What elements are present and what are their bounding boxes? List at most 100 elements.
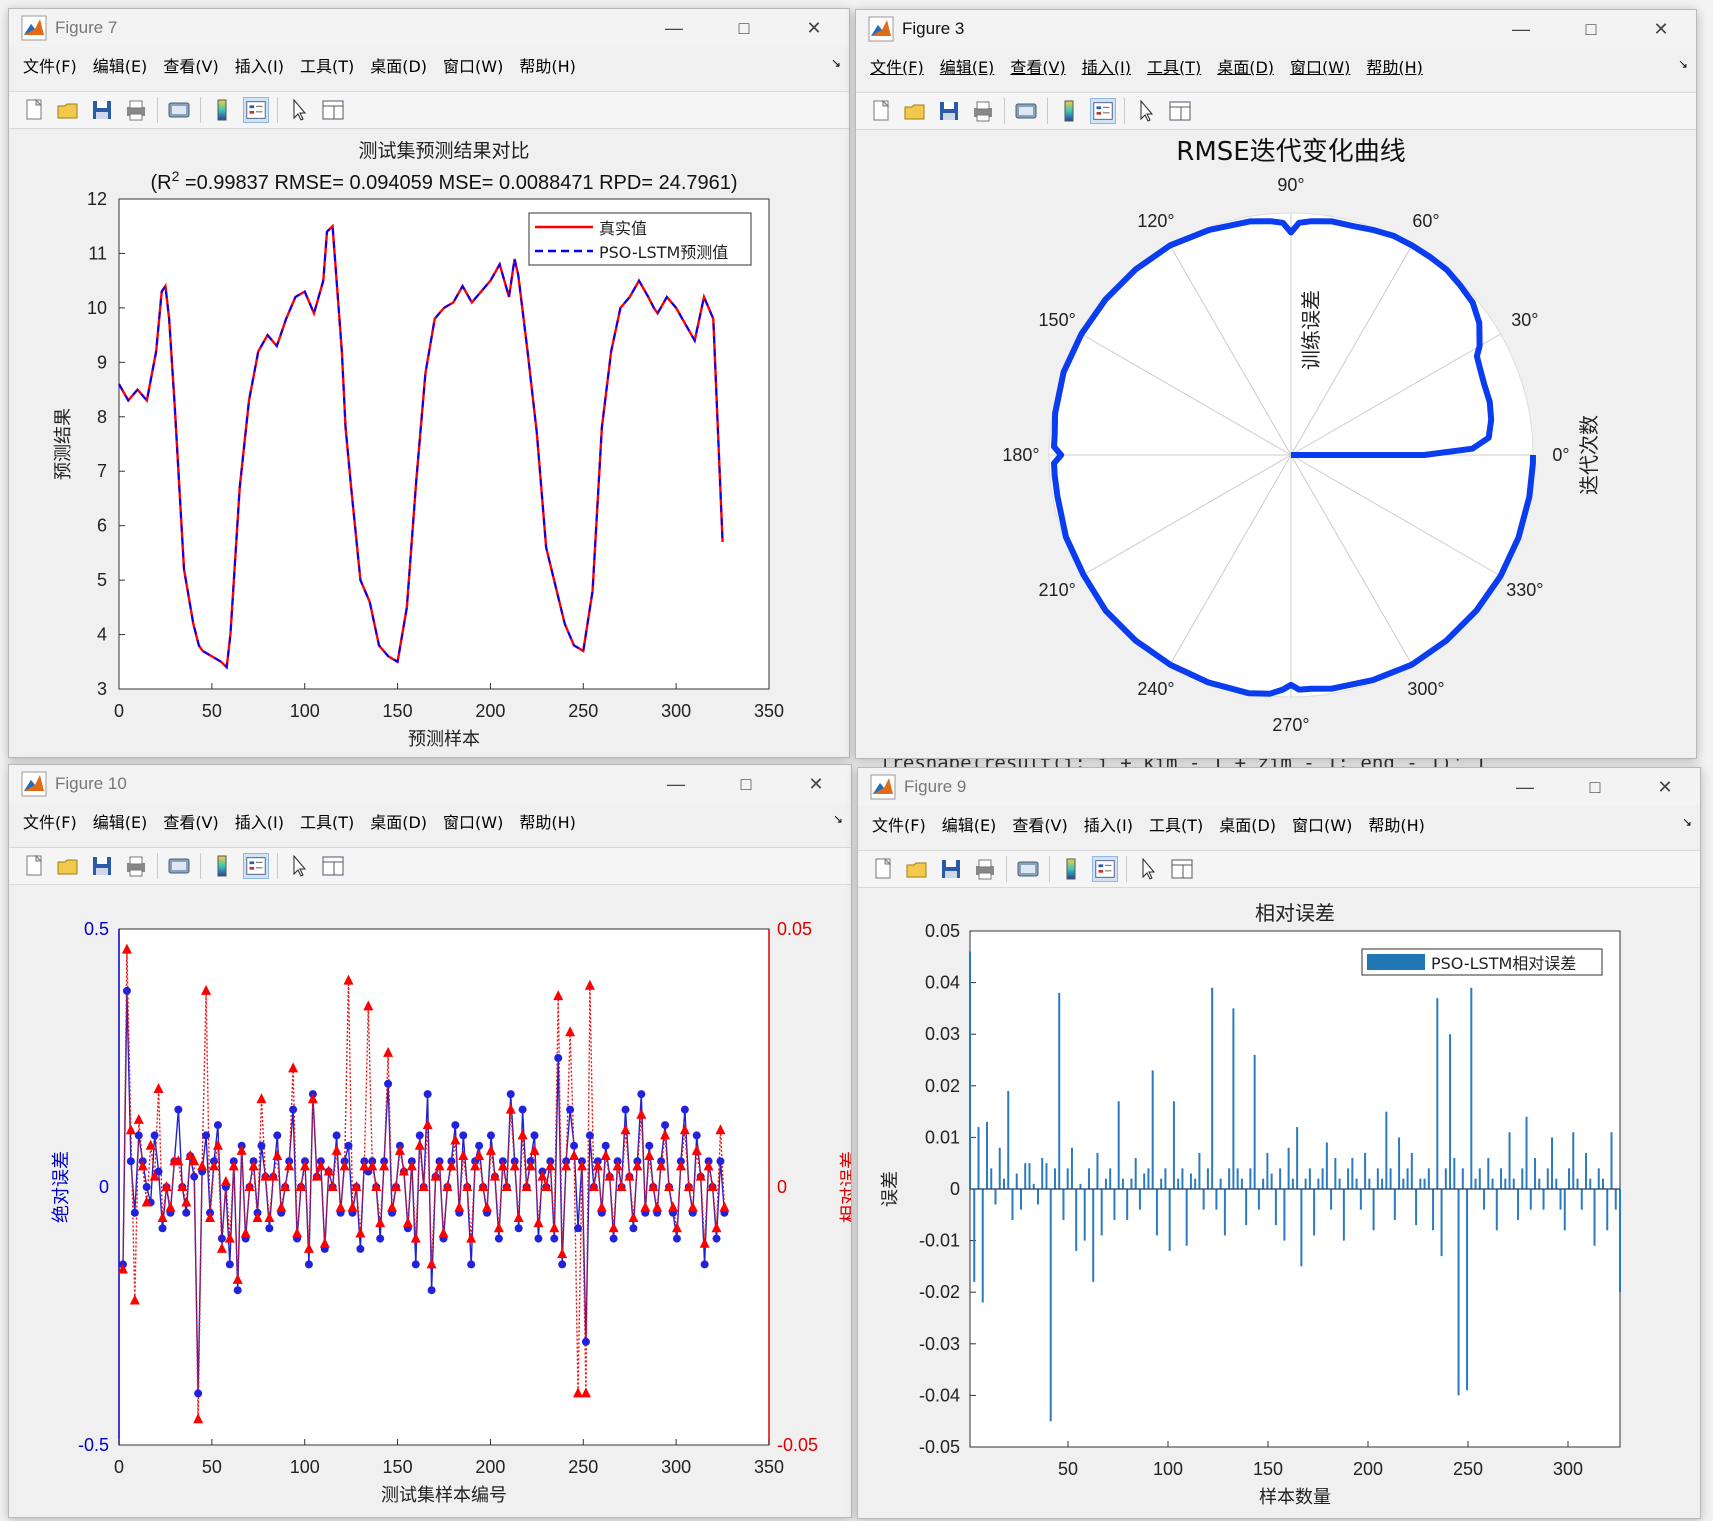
print-icon[interactable] bbox=[972, 856, 998, 882]
link-plot-icon[interactable] bbox=[166, 97, 192, 123]
open-file-icon[interactable] bbox=[904, 856, 930, 882]
dock-arrow-icon[interactable]: ↘ bbox=[830, 56, 841, 70]
menu-edit[interactable]: 编辑(E) bbox=[92, 813, 148, 832]
menu-edit[interactable]: 编辑(E) bbox=[92, 57, 148, 76]
title-bar[interactable]: Figure 3 — □ ✕ bbox=[856, 10, 1696, 48]
figure-window-3[interactable]: Figure 3 — □ ✕ 文件(F) 编辑(E) 查看(V) 插入(I) 工… bbox=[855, 9, 1697, 759]
minimize-button[interactable]: — bbox=[667, 773, 685, 794]
menu-help[interactable]: 帮助(H) bbox=[519, 57, 576, 76]
menu-insert[interactable]: 插入(I) bbox=[234, 813, 284, 832]
save-icon[interactable] bbox=[89, 97, 115, 123]
menu-file[interactable]: 文件(F) bbox=[23, 813, 77, 832]
menu-help[interactable]: 帮助(H) bbox=[1368, 816, 1425, 835]
menu-edit[interactable]: 编辑(E) bbox=[941, 816, 997, 835]
menu-window[interactable]: 窗口(W) bbox=[443, 57, 504, 76]
property-inspector-icon[interactable] bbox=[1169, 856, 1195, 882]
figure-window-10[interactable]: Figure 10 — □ ✕ 文件(F) 编辑(E) 查看(V) 插入(I) … bbox=[8, 764, 852, 1518]
abs-error-point bbox=[411, 1260, 420, 1269]
menu-insert[interactable]: 插入(I) bbox=[234, 57, 284, 76]
legend-icon[interactable] bbox=[243, 853, 269, 879]
menu-tools[interactable]: 工具(T) bbox=[1146, 58, 1202, 77]
menu-view[interactable]: 查看(V) bbox=[1012, 816, 1068, 835]
legend-icon[interactable] bbox=[1092, 856, 1118, 882]
new-figure-icon[interactable] bbox=[868, 98, 894, 124]
maximize-button[interactable]: □ bbox=[740, 773, 752, 794]
property-inspector-icon[interactable] bbox=[1167, 98, 1193, 124]
angle-tick-label: 270° bbox=[1272, 715, 1309, 735]
close-button[interactable]: ✕ bbox=[806, 17, 822, 38]
new-figure-icon[interactable] bbox=[870, 856, 896, 882]
dock-arrow-icon[interactable]: ↘ bbox=[832, 812, 843, 826]
minimize-button[interactable]: — bbox=[665, 17, 683, 38]
legend-icon[interactable] bbox=[1090, 98, 1116, 124]
link-plot-icon[interactable] bbox=[166, 853, 192, 879]
pointer-icon[interactable] bbox=[286, 853, 312, 879]
open-file-icon[interactable] bbox=[55, 853, 81, 879]
abs-error-point bbox=[712, 1234, 721, 1243]
open-file-icon[interactable] bbox=[55, 97, 81, 123]
maximize-button[interactable]: □ bbox=[1589, 776, 1601, 797]
title-bar[interactable]: Figure 10 — □ ✕ bbox=[9, 765, 851, 803]
colorbar-icon[interactable] bbox=[209, 853, 235, 879]
figure-window-7[interactable]: Figure 7 — □ ✕ 文件(F) 编辑(E) 查看(V) 插入(I) 工… bbox=[8, 8, 850, 758]
dock-arrow-icon[interactable]: ↘ bbox=[1681, 815, 1692, 829]
menu-desktop[interactable]: 桌面(D) bbox=[370, 813, 428, 832]
menu-edit[interactable]: 编辑(E) bbox=[939, 58, 995, 77]
menu-view[interactable]: 查看(V) bbox=[163, 813, 219, 832]
menu-view[interactable]: 查看(V) bbox=[1010, 58, 1066, 77]
print-icon[interactable] bbox=[123, 853, 149, 879]
link-plot-icon[interactable] bbox=[1013, 98, 1039, 124]
colorbar-icon[interactable] bbox=[1056, 98, 1082, 124]
save-icon[interactable] bbox=[936, 98, 962, 124]
link-plot-icon[interactable] bbox=[1015, 856, 1041, 882]
menu-desktop[interactable]: 桌面(D) bbox=[370, 57, 428, 76]
print-icon[interactable] bbox=[123, 97, 149, 123]
rel-error-point bbox=[462, 1181, 473, 1191]
menu-help[interactable]: 帮助(H) bbox=[519, 813, 576, 832]
print-icon[interactable] bbox=[970, 98, 996, 124]
pointer-icon[interactable] bbox=[286, 97, 312, 123]
menu-insert[interactable]: 插入(I) bbox=[1081, 58, 1131, 77]
maximize-button[interactable]: □ bbox=[738, 17, 750, 38]
minimize-button[interactable]: — bbox=[1516, 776, 1534, 797]
minimize-button[interactable]: — bbox=[1512, 18, 1530, 39]
maximize-button[interactable]: □ bbox=[1585, 18, 1597, 39]
menu-help[interactable]: 帮助(H) bbox=[1366, 58, 1423, 77]
open-file-icon[interactable] bbox=[902, 98, 928, 124]
new-figure-icon[interactable] bbox=[21, 853, 47, 879]
property-inspector-icon[interactable] bbox=[320, 97, 346, 123]
close-button[interactable]: ✕ bbox=[1657, 776, 1673, 797]
menu-insert[interactable]: 插入(I) bbox=[1083, 816, 1133, 835]
new-figure-icon[interactable] bbox=[21, 97, 47, 123]
title-bar[interactable]: Figure 7 — □ ✕ bbox=[9, 9, 849, 47]
property-inspector-icon[interactable] bbox=[320, 853, 346, 879]
menu-tools[interactable]: 工具(T) bbox=[1148, 816, 1204, 835]
save-icon[interactable] bbox=[938, 856, 964, 882]
menu-tools[interactable]: 工具(T) bbox=[299, 57, 355, 76]
menu-window[interactable]: 窗口(W) bbox=[443, 813, 504, 832]
right-y-tick-label: 0 bbox=[777, 1177, 787, 1197]
menu-desktop[interactable]: 桌面(D) bbox=[1217, 58, 1275, 77]
pointer-icon[interactable] bbox=[1133, 98, 1159, 124]
menu-window[interactable]: 窗口(W) bbox=[1290, 58, 1351, 77]
menu-file[interactable]: 文件(F) bbox=[870, 58, 924, 77]
menu-tools[interactable]: 工具(T) bbox=[299, 813, 355, 832]
figure-window-9[interactable]: Figure 9 — □ ✕ 文件(F) 编辑(E) 查看(V) 插入(I) 工… bbox=[857, 767, 1701, 1519]
pointer-icon[interactable] bbox=[1135, 856, 1161, 882]
y-tick-label: 0.01 bbox=[925, 1127, 960, 1147]
rel-error-point bbox=[189, 1155, 200, 1166]
menu-file[interactable]: 文件(F) bbox=[872, 816, 926, 835]
menu-window[interactable]: 窗口(W) bbox=[1292, 816, 1353, 835]
dock-arrow-icon[interactable]: ↘ bbox=[1677, 57, 1688, 71]
close-button[interactable]: ✕ bbox=[1653, 18, 1669, 39]
menu-view[interactable]: 查看(V) bbox=[163, 57, 219, 76]
title-bar[interactable]: Figure 9 — □ ✕ bbox=[858, 768, 1700, 806]
rel-error-point bbox=[588, 1181, 599, 1191]
save-icon[interactable] bbox=[89, 853, 115, 879]
menu-desktop[interactable]: 桌面(D) bbox=[1219, 816, 1277, 835]
colorbar-icon[interactable] bbox=[1058, 856, 1084, 882]
close-button[interactable]: ✕ bbox=[808, 773, 824, 794]
menu-file[interactable]: 文件(F) bbox=[23, 57, 77, 76]
legend-icon[interactable] bbox=[243, 97, 269, 123]
colorbar-icon[interactable] bbox=[209, 97, 235, 123]
